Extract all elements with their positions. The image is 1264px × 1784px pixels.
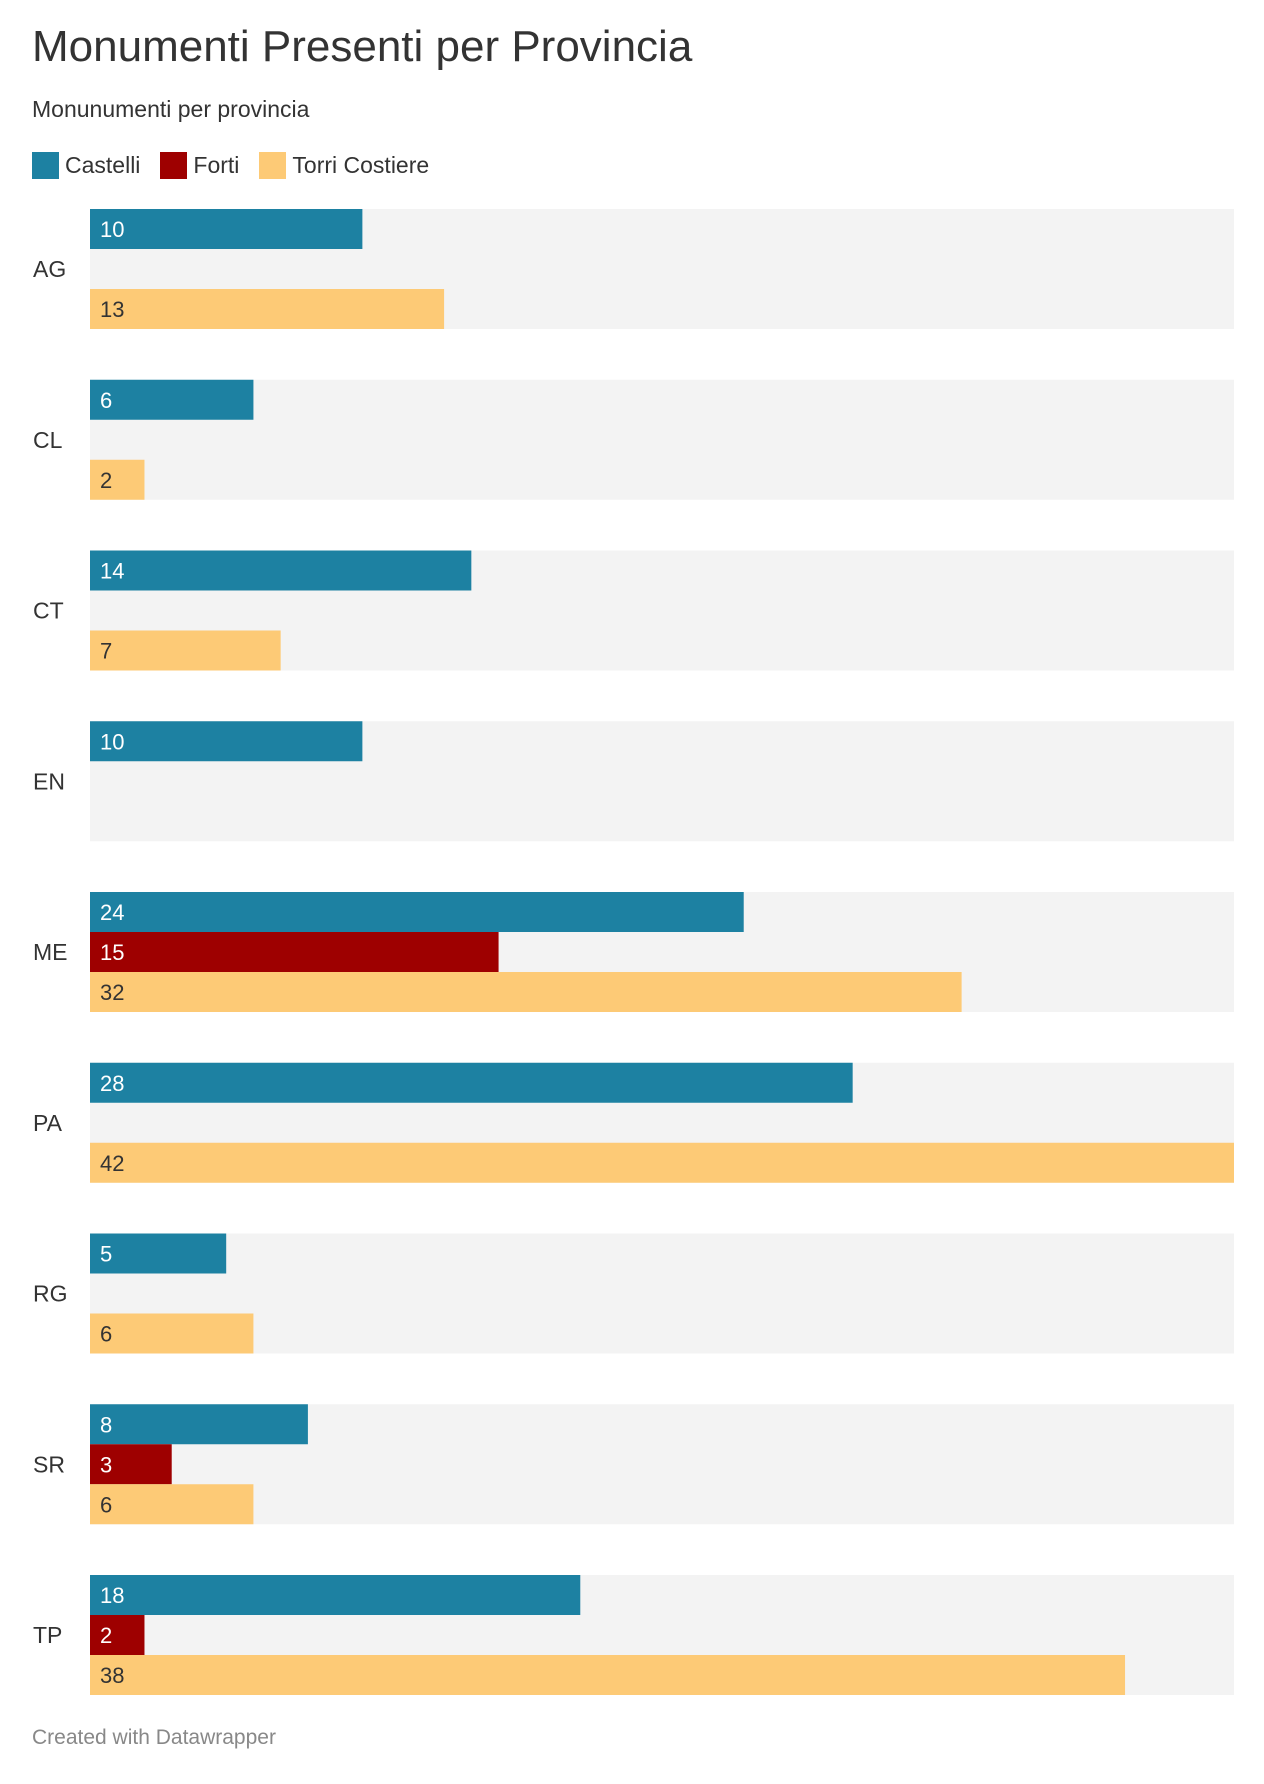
bar-castelli [90,209,363,249]
data-label: 28 [100,1071,124,1096]
data-label: 2 [100,1623,112,1648]
bar-forti [90,1444,172,1485]
category-group-pa: PA 28 42 [33,1062,1234,1183]
category-label: PA [33,1110,63,1136]
background-band [90,1233,1234,1354]
data-label: 24 [100,900,124,925]
bar-castelli [90,550,472,591]
data-label: 2 [100,468,112,493]
data-label: 42 [100,1151,124,1176]
category-label: AG [33,256,66,282]
data-label: 6 [100,1322,112,1347]
data-label: 6 [100,388,112,413]
category-label: ME [33,939,68,965]
bar-torri-costiere [90,1142,1234,1183]
category-label: CL [33,427,63,453]
legend-label-forti: Forti [193,151,240,178]
category-label: RG [33,1281,68,1307]
category-group-rg: RG 5 6 [33,1233,1234,1354]
data-label: 38 [100,1663,124,1688]
bar-castelli [90,379,254,420]
bar-torri-costiere [90,1655,1126,1695]
bar-torri-costiere [90,289,445,329]
bar-castelli [90,892,744,932]
bar-castelli [90,1062,853,1103]
data-label: 18 [100,1583,124,1608]
category-group-sr: SR 8 3 6 [33,1404,1234,1525]
bar-forti [90,932,499,972]
legend-item-castelli: Castelli [32,151,141,179]
category-group-cl: CL 6 2 [33,379,1234,500]
legend-label-castelli: Castelli [65,151,141,178]
legend-swatch-torri-costiere [259,151,287,179]
category-group-ct: CT 14 7 [33,550,1234,671]
category-label: TP [33,1622,62,1648]
bar-castelli [90,1575,581,1615]
credit-line: Created with Datawrapper [32,1726,276,1749]
bar-forti [90,1615,145,1655]
category-group-en: EN 10 [33,721,1234,842]
data-label: 10 [100,217,124,242]
bar-torri-costiere [90,1484,254,1525]
category-group-me: ME 24 15 32 [33,892,1234,1012]
data-label: 5 [100,1242,112,1267]
bar-castelli [90,1404,308,1445]
legend-swatch-castelli [32,151,59,179]
bar-torri-costiere [90,459,145,500]
chart-subtitle: Monunumenti per provincia [32,96,310,122]
legend-swatch-forti [160,151,188,179]
data-label: 6 [100,1492,112,1517]
bar-torri-costiere [90,630,281,671]
data-label: 15 [100,940,124,965]
category-label: EN [33,768,65,794]
category-label: SR [33,1451,65,1477]
bar-castelli [90,1233,227,1274]
category-group-ag: AG 10 13 [33,209,1234,329]
background-band [90,379,1234,500]
legend-item-torri-costiere: Torri Costiere [259,151,430,179]
legend-label-torri-costiere: Torri Costiere [292,151,430,178]
legend: Castelli Forti Torri Costiere [32,150,449,180]
legend-item-forti: Forti [160,151,240,179]
data-label: 32 [100,980,124,1005]
data-label: 8 [100,1412,112,1437]
data-label: 7 [100,639,112,664]
data-label: 10 [100,729,124,754]
data-label: 14 [100,559,124,584]
bar-torri-costiere [90,1313,254,1354]
data-label: 13 [100,297,124,322]
bar-castelli [90,721,363,762]
bar-torri-costiere [90,972,962,1012]
data-label: 3 [100,1452,112,1477]
category-group-tp: TP 18 2 38 [33,1575,1234,1695]
chart-title: Monumenti Presenti per Provincia [32,22,693,71]
category-label: CT [33,598,64,624]
